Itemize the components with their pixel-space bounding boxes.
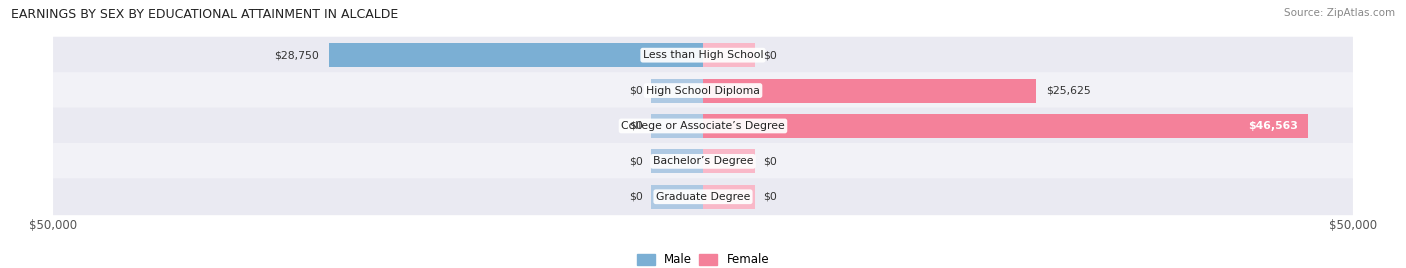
Bar	[703, 114, 1308, 138]
Text: $0: $0	[630, 156, 643, 166]
Text: $28,750: $28,750	[274, 50, 319, 60]
Bar	[329, 43, 703, 67]
Bar	[651, 114, 703, 138]
FancyBboxPatch shape	[53, 72, 1353, 109]
Text: $0: $0	[630, 121, 643, 131]
Text: High School Diploma: High School Diploma	[647, 85, 759, 96]
Text: $0: $0	[763, 192, 776, 202]
Text: $25,625: $25,625	[1046, 85, 1091, 96]
Bar	[703, 43, 755, 67]
Text: $50,000: $50,000	[30, 219, 77, 232]
Text: $50,000: $50,000	[1329, 219, 1376, 232]
Text: $46,563: $46,563	[1249, 121, 1298, 131]
Bar	[651, 185, 703, 209]
Text: Less than High School: Less than High School	[643, 50, 763, 60]
FancyBboxPatch shape	[53, 107, 1353, 144]
Text: $0: $0	[763, 50, 776, 60]
Bar	[703, 185, 755, 209]
Bar	[703, 79, 1036, 103]
Text: College or Associate’s Degree: College or Associate’s Degree	[621, 121, 785, 131]
Text: $0: $0	[630, 192, 643, 202]
Text: Bachelor’s Degree: Bachelor’s Degree	[652, 156, 754, 166]
FancyBboxPatch shape	[53, 143, 1353, 180]
FancyBboxPatch shape	[53, 178, 1353, 215]
Bar	[651, 149, 703, 173]
FancyBboxPatch shape	[53, 37, 1353, 74]
Text: $0: $0	[630, 85, 643, 96]
Text: $0: $0	[763, 156, 776, 166]
Legend: Male, Female: Male, Female	[637, 253, 769, 266]
Text: Graduate Degree: Graduate Degree	[655, 192, 751, 202]
Bar	[703, 149, 755, 173]
Text: EARNINGS BY SEX BY EDUCATIONAL ATTAINMENT IN ALCALDE: EARNINGS BY SEX BY EDUCATIONAL ATTAINMEN…	[11, 8, 398, 21]
Text: Source: ZipAtlas.com: Source: ZipAtlas.com	[1284, 8, 1395, 18]
Bar	[651, 79, 703, 103]
